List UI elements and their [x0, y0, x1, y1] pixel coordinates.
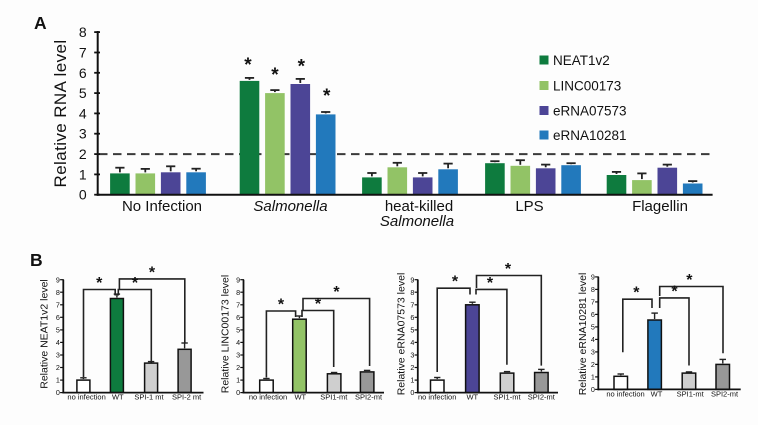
svg-text:4: 4 — [591, 335, 595, 344]
svg-text:eRNA10281: eRNA10281 — [553, 128, 627, 143]
svg-text:SPI2-mt: SPI2-mt — [528, 393, 556, 402]
svg-text:No Infection: No Infection — [122, 198, 202, 215]
svg-text:Relative RNA level: Relative RNA level — [51, 40, 70, 188]
svg-text:no infection: no infection — [249, 393, 287, 402]
svg-text:4: 4 — [410, 338, 414, 347]
svg-text:WT: WT — [294, 393, 306, 402]
svg-text:9: 9 — [236, 275, 240, 284]
svg-text:6: 6 — [79, 65, 87, 81]
svg-text:3: 3 — [236, 351, 240, 360]
svg-text:NEAT1v2: NEAT1v2 — [553, 53, 610, 68]
svg-text:WT: WT — [651, 389, 663, 398]
svg-text:3: 3 — [591, 348, 595, 357]
svg-text:SPI-2 mt: SPI-2 mt — [172, 393, 202, 402]
svg-text:Relative eRNA10281 level: Relative eRNA10281 level — [577, 273, 589, 396]
svg-text:5: 5 — [236, 326, 240, 335]
svg-text:*: * — [333, 284, 340, 301]
svg-text:1: 1 — [236, 376, 240, 385]
svg-text:4: 4 — [56, 338, 60, 347]
svg-text:0: 0 — [79, 187, 87, 203]
svg-text:5: 5 — [591, 323, 595, 332]
svg-text:8: 8 — [79, 24, 87, 40]
svg-text:*: * — [271, 65, 279, 86]
svg-text:2: 2 — [79, 146, 87, 162]
svg-text:5: 5 — [56, 326, 60, 335]
svg-text:*: * — [671, 283, 678, 300]
svg-text:Relative LINC00173 level: Relative LINC00173 level — [220, 275, 232, 393]
svg-text:2: 2 — [236, 363, 240, 372]
svg-text:*: * — [633, 285, 640, 302]
svg-text:SPI-1 mt: SPI-1 mt — [134, 393, 164, 402]
svg-text:*: * — [244, 55, 252, 76]
svg-text:0: 0 — [56, 388, 60, 397]
svg-text:A: A — [34, 13, 47, 33]
svg-text:SPI2-mt: SPI2-mt — [355, 393, 383, 402]
svg-text:SPI1-mt: SPI1-mt — [493, 393, 521, 402]
svg-text:8: 8 — [236, 288, 240, 297]
svg-text:*: * — [298, 57, 306, 78]
svg-text:3: 3 — [79, 126, 87, 142]
svg-text:LPS: LPS — [515, 198, 543, 215]
svg-text:*: * — [452, 274, 459, 291]
svg-text:7: 7 — [591, 298, 595, 307]
svg-text:5: 5 — [79, 85, 87, 101]
svg-text:eRNA07573: eRNA07573 — [553, 103, 627, 118]
svg-text:0: 0 — [591, 385, 595, 394]
svg-text:8: 8 — [410, 288, 414, 297]
svg-text:0: 0 — [236, 388, 240, 397]
svg-text:6: 6 — [591, 310, 595, 319]
svg-text:Relative eRNA07573 level: Relative eRNA07573 level — [396, 273, 408, 396]
svg-text:1: 1 — [56, 376, 60, 385]
svg-text:WT: WT — [466, 393, 478, 402]
svg-text:WT: WT — [112, 393, 124, 402]
svg-text:B: B — [30, 250, 43, 270]
svg-text:6: 6 — [56, 313, 60, 322]
svg-text:*: * — [96, 275, 103, 292]
svg-text:*: * — [149, 264, 156, 281]
svg-text:3: 3 — [410, 351, 414, 360]
svg-text:Relative NEAT1v2 level: Relative NEAT1v2 level — [39, 279, 51, 389]
svg-text:Flagellin: Flagellin — [632, 198, 688, 215]
svg-text:8: 8 — [591, 285, 595, 294]
svg-text:no infection: no infection — [606, 389, 644, 398]
svg-text:SPI2-mt: SPI2-mt — [711, 389, 739, 398]
svg-text:9: 9 — [591, 273, 595, 282]
svg-text:5: 5 — [410, 326, 414, 335]
svg-text:2: 2 — [591, 360, 595, 369]
svg-text:2: 2 — [56, 363, 60, 372]
svg-text:7: 7 — [79, 45, 87, 61]
svg-text:*: * — [686, 272, 693, 289]
svg-text:*: * — [505, 261, 512, 278]
svg-text:2: 2 — [410, 363, 414, 372]
svg-text:9: 9 — [410, 275, 414, 284]
svg-text:Salmonella: Salmonella — [380, 213, 454, 230]
svg-text:6: 6 — [410, 313, 414, 322]
svg-text:7: 7 — [410, 300, 414, 309]
svg-text:6: 6 — [236, 313, 240, 322]
svg-text:*: * — [323, 86, 331, 107]
svg-text:1: 1 — [410, 376, 414, 385]
svg-text:*: * — [278, 297, 285, 314]
svg-text:8: 8 — [56, 288, 60, 297]
svg-text:heat-killed: heat-killed — [385, 198, 453, 215]
svg-text:1: 1 — [591, 373, 595, 382]
svg-text:9: 9 — [56, 275, 60, 284]
svg-text:SPI1-mt: SPI1-mt — [320, 393, 348, 402]
svg-text:7: 7 — [236, 300, 240, 309]
svg-text:3: 3 — [56, 351, 60, 360]
svg-text:*: * — [315, 296, 322, 313]
svg-text:4: 4 — [236, 338, 240, 347]
svg-text:4: 4 — [79, 105, 87, 121]
svg-text:*: * — [487, 275, 494, 292]
svg-text:no infection: no infection — [418, 393, 456, 402]
svg-text:no infection: no infection — [67, 393, 105, 402]
svg-text:1: 1 — [79, 166, 87, 182]
svg-text:7: 7 — [56, 300, 60, 309]
svg-text:0: 0 — [410, 388, 414, 397]
svg-text:Salmonella: Salmonella — [253, 198, 327, 215]
svg-text:SPI1-mt: SPI1-mt — [677, 389, 705, 398]
svg-text:*: * — [132, 275, 139, 292]
svg-text:LINC00173: LINC00173 — [553, 78, 621, 93]
